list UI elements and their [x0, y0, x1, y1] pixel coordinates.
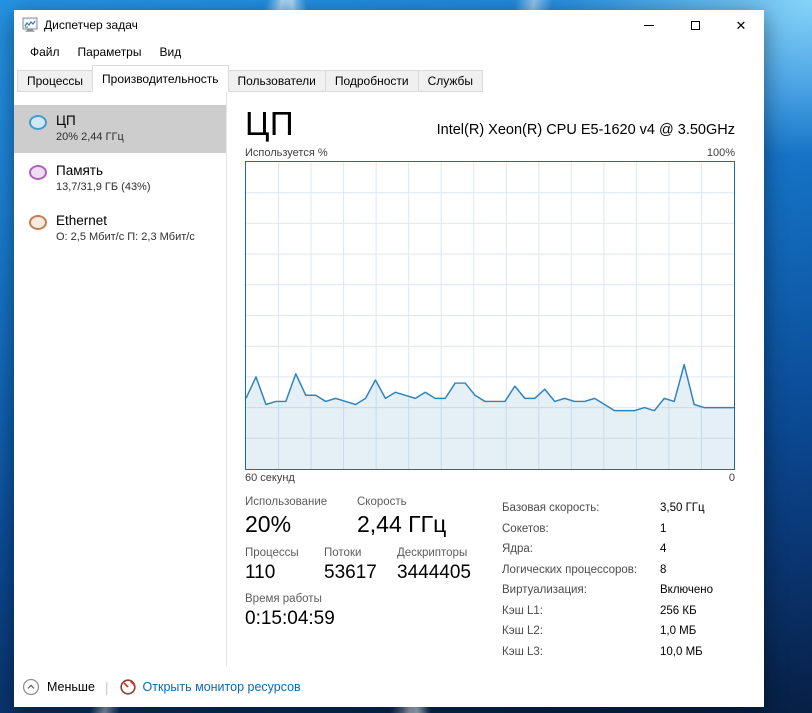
sidebar-item-memory[interactable]: Память 13,7/31,9 ГБ (43%) — [14, 155, 226, 203]
sidebar-item-ethernet[interactable]: Ethernet О: 2,5 Мбит/с П: 2,3 Мбит/с — [14, 205, 226, 253]
minimize-icon — [644, 24, 654, 26]
base-speed-label: Базовая скорость: — [502, 502, 600, 514]
close-icon: ✕ — [735, 17, 747, 33]
processes-value: 110 — [245, 562, 276, 583]
page-title: ЦП — [245, 105, 295, 142]
cores-label: Ядра: — [502, 543, 534, 555]
tab-details[interactable]: Подробности — [324, 70, 419, 92]
chart-x-right-label: 0 — [728, 472, 735, 484]
resource-monitor-gauge-icon — [119, 678, 136, 695]
cache-l3-value: 10,0 МБ — [660, 645, 703, 658]
footer-separator: | — [104, 678, 109, 695]
usage-value: 20% — [245, 511, 292, 537]
logical-processors-label: Логических процессоров: — [502, 563, 638, 576]
performance-content: ЦП 20% 2,44 ГГц Память 13,7/31,9 ГБ (43%… — [14, 92, 764, 666]
chart-y-axis-label: Используется % — [245, 147, 328, 159]
window-title: Диспетчер задач — [44, 18, 138, 32]
less-details-button[interactable]: Меньше — [22, 678, 95, 696]
chart-bottom-labels: 60 секунд 0 — [245, 472, 735, 484]
speed-label: Скорость — [357, 496, 407, 508]
threads-label: Потоки — [324, 547, 362, 559]
sidebar-ethernet-subtitle: О: 2,5 Мбит/с П: 2,3 Мбит/с — [56, 231, 195, 243]
logical-processors-value: 8 — [660, 563, 667, 576]
cpu-usage-chart-svg — [246, 162, 734, 469]
sidebar-item-cpu[interactable]: ЦП 20% 2,44 ГГц — [14, 105, 226, 153]
cpu-usage-chart — [245, 161, 735, 470]
virtualization-label: Виртуализация: — [502, 584, 587, 596]
close-button[interactable]: ✕ — [718, 10, 764, 40]
maximize-icon — [690, 20, 700, 30]
virtualization-value: Включено — [660, 584, 714, 596]
processes-label: Процессы — [245, 547, 299, 559]
cpu-header: ЦП Intel(R) Xeon(R) CPU E5-1620 v4 @ 3.5… — [245, 106, 735, 142]
titlebar[interactable]: Диспетчер задач ✕ — [14, 10, 764, 40]
menubar: Файл Параметры Вид — [14, 40, 764, 64]
menu-file[interactable]: Файл — [30, 45, 60, 59]
cache-l2-label: Кэш L2: — [502, 625, 543, 637]
task-manager-window: Диспетчер задач ✕ Файл Параметры Вид Про… — [14, 10, 764, 707]
base-speed-value: 3,50 ГГц — [660, 502, 705, 514]
usage-label: Использование — [245, 496, 328, 508]
sidebar-ethernet-title: Ethernet — [56, 213, 108, 228]
tab-performance[interactable]: Производительность — [92, 65, 229, 92]
sidebar-memory-title: Память — [56, 163, 104, 178]
threads-value: 53617 — [324, 562, 377, 583]
minimize-button[interactable] — [626, 10, 672, 40]
tab-services[interactable]: Службы — [417, 70, 484, 92]
task-manager-app-icon — [22, 17, 38, 32]
cache-l3-label: Кэш L3: — [502, 645, 543, 658]
ethernet-graph-thumbnail-icon — [29, 215, 47, 230]
sidebar-cpu-title: ЦП — [56, 113, 76, 128]
less-details-label: Меньше — [47, 679, 95, 694]
cache-l2-value: 1,0 МБ — [660, 625, 697, 637]
menu-options[interactable]: Параметры — [77, 45, 142, 59]
cpu-stats-static: Базовая скорость: 3,50 ГГц Сокетов: 1 Ядра… — [488, 496, 735, 662]
tab-processes[interactable]: Процессы — [17, 70, 94, 92]
menu-view[interactable]: Вид — [159, 45, 182, 59]
cache-l1-value: 256 КБ — [660, 604, 697, 617]
chevron-up-circle-icon — [22, 678, 40, 695]
open-resource-monitor-link[interactable]: Открыть монитор ресурсов — [119, 678, 301, 696]
sidebar-memory-subtitle: 13,7/31,9 ГБ (43%) — [56, 181, 151, 193]
cpu-stats-dynamic: Использование 20% Скорость 2,44 ГГц Проц… — [245, 496, 488, 662]
cores-value: 4 — [660, 543, 667, 555]
tab-users[interactable]: Пользователи — [227, 70, 326, 92]
cache-l1-label: Кэш L1: — [502, 604, 543, 617]
cpu-stats: Использование 20% Скорость 2,44 ГГц Проц… — [245, 496, 735, 662]
memory-graph-thumbnail-icon — [29, 165, 47, 180]
caption-buttons: ✕ — [626, 10, 764, 40]
maximize-button[interactable] — [672, 10, 718, 40]
tab-bar: Процессы Производительность Пользователи… — [14, 64, 764, 92]
uptime-value: 0:15:04:59 — [245, 608, 335, 629]
sockets-value: 1 — [660, 522, 667, 535]
speed-value: 2,44 ГГц — [357, 511, 447, 537]
sockets-label: Сокетов: — [502, 522, 549, 535]
sidebar-cpu-subtitle: 20% 2,44 ГГц — [56, 131, 124, 143]
cpu-model-name: Intel(R) Xeon(R) CPU E5-1620 v4 @ 3.50GH… — [436, 122, 735, 138]
uptime-label: Время работы — [245, 593, 322, 605]
chart-x-left-label: 60 секунд — [245, 472, 295, 484]
cpu-detail-pane: ЦП Intel(R) Xeon(R) CPU E5-1620 v4 @ 3.5… — [227, 92, 764, 666]
cpu-graph-thumbnail-icon — [29, 115, 47, 130]
handles-value: 3444405 — [397, 562, 471, 583]
performance-sidebar: ЦП 20% 2,44 ГГц Память 13,7/31,9 ГБ (43%… — [14, 92, 227, 666]
chart-top-labels: Используется % 100% — [245, 147, 735, 159]
chart-y-max-label: 100% — [706, 147, 735, 159]
footer-bar: Меньше | Открыть монитор ресурсов — [14, 666, 764, 707]
handles-label: Дескрипторы — [397, 547, 468, 559]
open-resource-monitor-label: Открыть монитор ресурсов — [142, 679, 301, 694]
